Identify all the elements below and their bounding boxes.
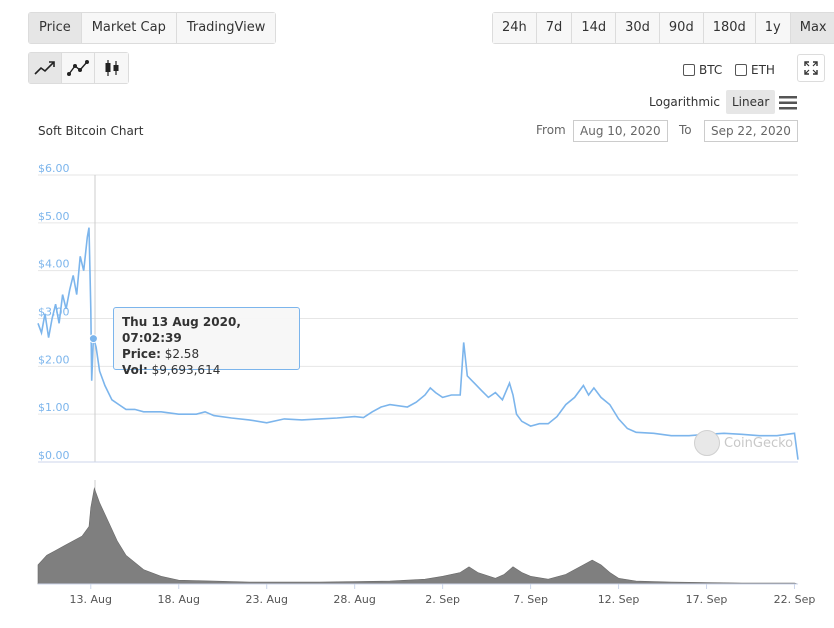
y-tick-label: $4.00 [38,258,70,271]
compare-eth-label: ETH [751,63,775,77]
range-max-button[interactable]: Max [790,13,834,43]
y-tick-label: $1.00 [38,401,70,414]
chart-menu-button[interactable] [779,95,797,114]
from-date-input[interactable]: Aug 10, 2020 [573,120,668,142]
tab-tradingview[interactable]: TradingView [176,13,276,43]
tooltip-vol: $9,693,614 [151,363,221,377]
x-tick-label: 7. Sep [513,593,548,606]
scale-logarithmic-button[interactable]: Logarithmic [649,95,720,109]
checkbox-icon [683,64,695,76]
x-tick-label: 17. Sep [686,593,728,606]
volume-series-area [37,487,799,585]
price-chart[interactable]: $0.00$1.00$2.00$3.00$4.00$5.00$6.00 13. … [0,150,834,620]
tab-market-cap[interactable]: Market Cap [81,13,177,43]
compare-btc-label: BTC [699,63,723,77]
chart-tabs: Price Market Cap TradingView [28,12,277,44]
range-1y-button[interactable]: 1y [755,13,791,43]
range-14d-button[interactable]: 14d [572,13,617,43]
chart-tooltip: Thu 13 Aug 2020, 07:02:39 Price: $2.58 V… [113,307,300,377]
time-range-group: 24h 7d 14d 30d 90d 180d 1y Max [492,12,834,44]
tooltip-price-label: Price: [122,347,161,361]
point-line-chart-icon [67,60,89,76]
range-30d-button[interactable]: 30d [616,13,660,43]
coingecko-logo-icon [694,430,720,456]
hover-marker [88,334,98,344]
hamburger-icon [779,96,797,110]
y-tick-label: $5.00 [38,210,70,223]
y-axis-labels: $0.00$1.00$2.00$3.00$4.00$5.00$6.00 [38,162,70,462]
checkbox-icon [735,64,747,76]
line-chart-button[interactable] [29,53,62,83]
range-24h-button[interactable]: 24h [493,13,537,43]
watermark-text: CoinGecko [724,435,794,451]
y-tick-label: $6.00 [38,162,70,175]
x-tick-label: 12. Sep [598,593,640,606]
from-label: From [536,123,566,137]
range-90d-button[interactable]: 90d [659,13,704,43]
scale-linear-button[interactable]: Linear [726,90,776,114]
tooltip-vol-label: Vol: [122,363,148,377]
x-tick-label: 18. Aug [157,593,199,606]
x-tick-label: 22. Sep [774,593,816,606]
candlestick-chart-button[interactable] [95,53,128,83]
x-tick-label: 13. Aug [70,593,112,606]
point-line-chart-button[interactable] [62,53,95,83]
line-chart-icon [34,61,55,75]
chart-type-group [28,52,129,84]
coingecko-watermark: CoinGecko [694,430,793,456]
compare-eth-checkbox[interactable]: ETH [735,63,775,77]
x-tick-label: 2. Sep [425,593,460,606]
expand-icon [804,61,818,75]
to-date-input[interactable]: Sep 22, 2020 [704,120,798,142]
x-tick-label: 23. Aug [245,593,287,606]
x-axis-labels: 13. Aug 18. Aug 23. Aug 28. Aug 2. Sep 7. Sep… [70,584,816,606]
x-tick-label: 28. Aug [333,593,375,606]
range-180d-button[interactable]: 180d [703,13,756,43]
range-7d-button[interactable]: 7d [536,13,573,43]
tab-price[interactable]: Price [29,13,82,43]
chart-title: Soft Bitcoin Chart [38,124,144,138]
tooltip-date: Thu 13 Aug 2020, 07:02:39 [122,315,241,345]
compare-btc-checkbox[interactable]: BTC [683,63,722,77]
tooltip-price: $2.58 [164,347,200,361]
y-tick-label: $2.00 [38,353,70,366]
price-series-line [37,227,799,460]
candlestick-icon [105,60,118,76]
y-tick-label: $0.00 [38,449,70,462]
fullscreen-button[interactable] [797,54,825,82]
to-label: To [679,123,692,137]
